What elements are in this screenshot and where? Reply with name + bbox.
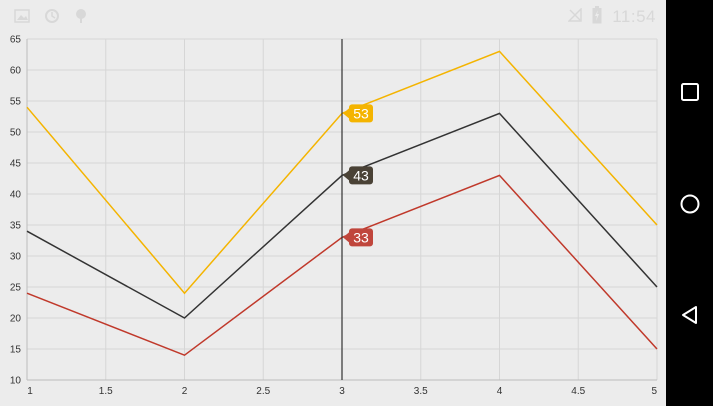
no-signal-icon xyxy=(567,7,582,26)
x-tick-label: 2.5 xyxy=(256,386,270,397)
x-tick-label: 5 xyxy=(651,386,657,397)
y-tick-label: 35 xyxy=(10,221,22,232)
back-triangle-icon xyxy=(681,306,697,324)
trackball[interactable]: 53 43 33 xyxy=(341,39,373,380)
trackball-value: 53 xyxy=(353,105,369,121)
status-bar: 11:54 xyxy=(0,0,666,34)
x-tick-label: 4.5 xyxy=(571,386,585,397)
y-tick-label: 15 xyxy=(10,345,22,356)
axis-ticks: 1 1.5 2 2.5 3 3.5 4 4.5 5 10 15 20 25 30 35 40 45 50 55 60 6… xyxy=(10,35,658,398)
x-tick-label: 1.5 xyxy=(99,386,113,397)
line-chart[interactable]: 1 1.5 2 2.5 3 3.5 4 4.5 5 10 15 20 25 30 35 40 45 50 55 60 6… xyxy=(0,30,666,406)
x-tick-label: 4 xyxy=(497,386,503,397)
y-tick-label: 45 xyxy=(10,159,22,170)
android-icon xyxy=(74,8,88,28)
navigation-bar xyxy=(666,0,713,406)
sync-icon xyxy=(44,8,60,28)
x-tick-label: 2 xyxy=(182,386,188,397)
x-tick-label: 3 xyxy=(339,386,345,397)
y-tick-label: 20 xyxy=(10,314,22,325)
square-icon xyxy=(680,83,699,101)
home-button[interactable] xyxy=(666,179,713,229)
trackball-tooltip: 53 xyxy=(343,104,373,123)
x-tick-label: 1 xyxy=(27,386,33,397)
y-tick-label: 30 xyxy=(10,252,22,263)
y-tick-label: 10 xyxy=(10,376,22,387)
trackball-value: 33 xyxy=(353,229,369,245)
trackball-value: 43 xyxy=(353,167,369,183)
circle-icon xyxy=(680,194,699,214)
battery-icon xyxy=(592,6,602,28)
y-tick-label: 50 xyxy=(10,128,22,139)
y-tick-label: 25 xyxy=(10,283,22,294)
y-tick-label: 65 xyxy=(10,35,22,46)
status-clock: 11:54 xyxy=(612,7,656,26)
recent-apps-button[interactable] xyxy=(666,67,713,117)
image-icon xyxy=(14,9,30,27)
y-tick-label: 55 xyxy=(10,97,22,108)
y-tick-label: 60 xyxy=(10,66,22,77)
trackball-tooltip: 43 xyxy=(343,166,373,185)
y-tick-label: 40 xyxy=(10,190,22,201)
x-tick-label: 3.5 xyxy=(414,386,428,397)
back-button[interactable] xyxy=(666,290,713,340)
trackball-tooltip: 33 xyxy=(343,228,373,247)
